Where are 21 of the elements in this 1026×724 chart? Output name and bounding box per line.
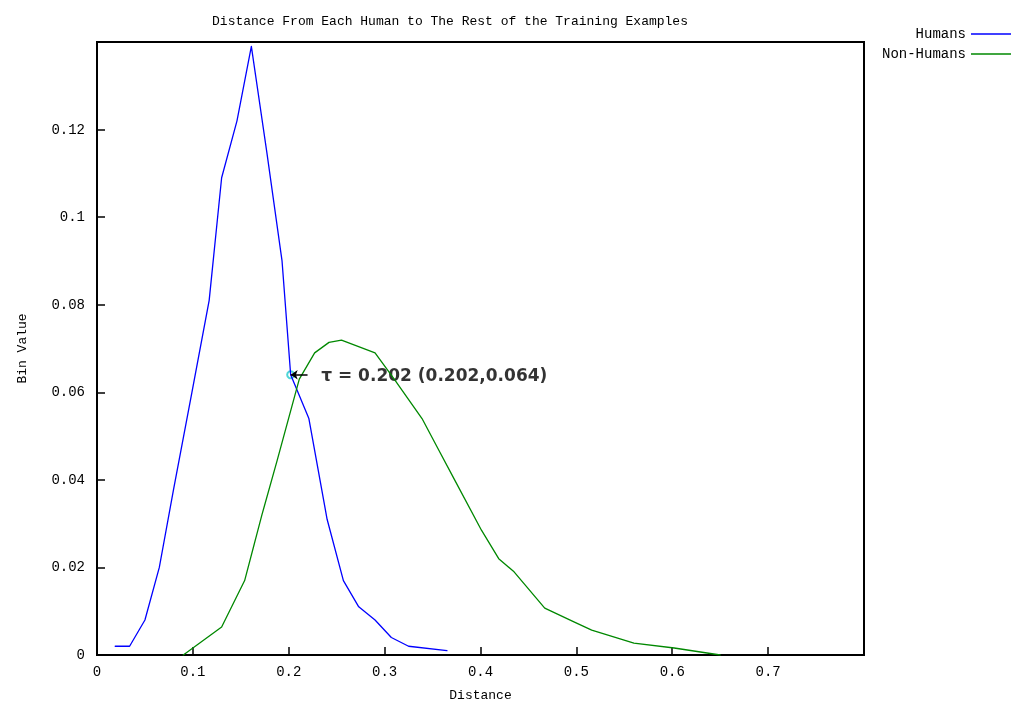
y-axis-title: Bin Value (15, 313, 30, 384)
legend-label: Humans (915, 26, 966, 42)
y-tick-label: 0.12 (51, 121, 85, 138)
y-tick-label: 0 (76, 647, 85, 663)
x-tick-label: 0.2 (276, 664, 302, 680)
x-tick-label: 0.5 (563, 664, 589, 680)
x-tick-label: 0.4 (467, 664, 494, 680)
y-tick-label: 0.06 (51, 384, 85, 401)
x-tick-label: 0.6 (659, 664, 685, 680)
y-tick-label: 0.08 (51, 296, 85, 313)
y-tick-label: 0.04 (51, 471, 85, 488)
x-tick-label: 0 (92, 664, 102, 680)
y-tick-label: 0.02 (51, 559, 85, 576)
x-tick-label: 0.3 (372, 664, 398, 680)
x-tick-label: 0.1 (180, 664, 206, 680)
legend-label: Non-Humans (881, 46, 966, 62)
x-axis-title: Distance (449, 688, 512, 703)
x-tick-label: 0.7 (755, 664, 781, 680)
line-series (182, 339, 721, 656)
chart-title: Distance From Each Human to The Rest of the Training Examples (212, 14, 688, 29)
y-tick-label: 0.1 (59, 209, 85, 226)
